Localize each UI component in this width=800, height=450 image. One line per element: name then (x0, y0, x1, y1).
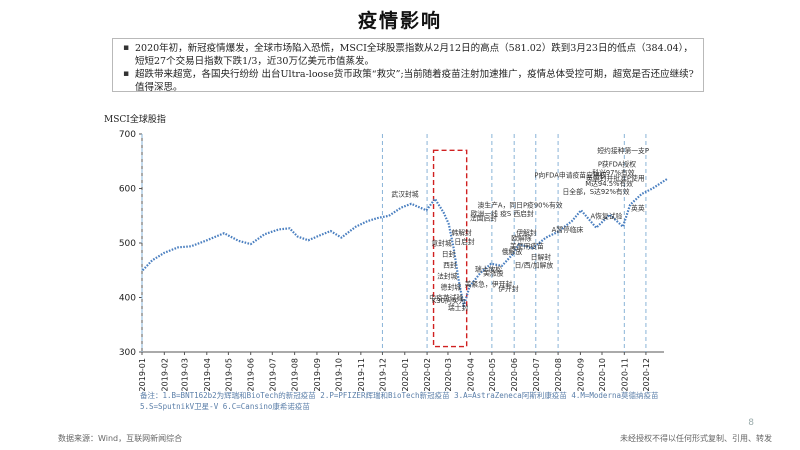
x-tick-label: 2020-10 (598, 358, 607, 391)
y-tick-label: 700 (119, 130, 136, 140)
event-annotation: 武汉封城 (391, 190, 418, 199)
x-tick-label: 2020-03 (444, 358, 453, 391)
x-tick-label: 2020-08 (554, 358, 563, 391)
x-tick-label: 2019-02 (160, 358, 169, 391)
x-tick-label: 2020-02 (423, 358, 432, 391)
x-tick-label: 2020-11 (620, 358, 629, 391)
x-tick-label: 2019-09 (313, 358, 322, 391)
event-annotation: 美使用疫苗 (510, 241, 544, 250)
x-tick-label: 2019-04 (203, 358, 212, 391)
summary-box: 2020年初，新冠疫情爆发，全球市场陷入恐慌，MSCI全球股票指数从2月12日的… (112, 38, 704, 94)
event-annotation: 澳生产A，同日P疫90%有效 (478, 201, 563, 210)
event-annotation: 日启封 (454, 237, 475, 246)
chart-note-line-2: 5.S=SputnikV卫星-V 6.C=Cansino康希诺疫苗 (140, 402, 310, 411)
event-annotation: 伊开封 (498, 284, 519, 293)
page-title: 疫情影响 (357, 10, 442, 32)
x-tick-label: 2020-01 (401, 358, 410, 391)
x-tick-label: 2019-08 (291, 358, 300, 391)
x-tick-label: 2019-06 (247, 358, 256, 391)
y-tick-label: 300 (119, 348, 136, 358)
event-annotation: 日/西/加解放 (515, 261, 554, 270)
event-annotation: 瑞士封 (448, 303, 469, 312)
event-annotation: P获FDA授权 (598, 160, 636, 169)
summary-bullet-2: 超跌带来超宽，各国央行纷纷 出台Ultra-loose货币政策“救灾”;当前随着… (123, 68, 697, 94)
event-annotation: 德封城 (441, 282, 462, 291)
event-annotation: 科兴97%有效 (592, 168, 634, 177)
event-annotation: 中疫苗试验 (429, 293, 463, 302)
crash-period-highlight-box (432, 149, 468, 348)
y-tick-label: 400 (119, 294, 136, 304)
event-annotation: P向FDA申请疫苗应用权 (534, 171, 606, 180)
x-tick-label: 2019-07 (268, 358, 277, 391)
event-annotation: 英解封并批准P使用 (586, 173, 645, 182)
copyright-notice: 未经授权不得以任何形式复制、引用、转发 (620, 434, 772, 443)
chart-ylabel: MSCI全球股指 (104, 115, 166, 125)
event-annotation: 法国启封 (470, 214, 497, 223)
x-tick-label: 2020-09 (576, 358, 585, 391)
y-tick-label: 600 (119, 185, 136, 195)
event-annotation: 瑞士放松 (475, 264, 502, 273)
msci-series-line (141, 177, 669, 308)
event-annotation: 欧洲一线 疫S 西启封 (471, 209, 534, 218)
chart-notes: 备注：1.B=BNT162b2为辉瑞和BioTech的新冠疫苗 2.P=PFIZ… (140, 390, 740, 412)
event-annotation: 英英 (631, 203, 645, 212)
x-tick-label: 2020-07 (532, 358, 541, 391)
event-annotation: 法封城 (437, 271, 458, 280)
page-number: 8 (748, 418, 754, 428)
x-tick-label: 2019-10 (335, 358, 344, 391)
event-annotation: 韩解封 (451, 228, 472, 237)
event-annotation: 西封 (443, 261, 457, 270)
event-annotation: M达94.5%有效 (585, 179, 633, 188)
event-annotation: 伊解封 (516, 228, 537, 237)
event-annotation: 意封城 (431, 239, 452, 248)
x-tick-label: 2019-05 (224, 358, 233, 391)
x-tick-label: 2020-05 (488, 358, 497, 391)
event-annotation: 短约接种第一支P (597, 146, 649, 155)
x-tick-label: 2020-06 (510, 358, 519, 391)
event-annotation: 美涨股 (483, 269, 504, 278)
x-tick-label: 2019-12 (378, 358, 387, 391)
event-annotation: 欧解除 (511, 233, 532, 242)
event-annotation: A暂停临床 (552, 225, 584, 234)
summary-bullet-1: 2020年初，新冠疫情爆发，全球市场陷入恐慌，MSCI全球股票指数从2月12日的… (123, 42, 697, 68)
event-annotation: 俄解放 (502, 247, 523, 256)
event-annotation: K30问实为 (432, 296, 466, 305)
x-tick-label: 2019-11 (357, 358, 366, 391)
event-annotation: 日全部，S达92%有效 (563, 187, 630, 196)
event-annotation: 美紧急，伊开封 (465, 280, 513, 289)
event-annotation: 日解封 (531, 252, 552, 261)
event-annotation: 日封 (442, 250, 456, 259)
event-annotation: A恢复试验 (590, 211, 622, 220)
x-tick-label: 2019-01 (138, 358, 147, 391)
x-tick-label: 2020-04 (466, 358, 475, 391)
x-tick-label: 2019-03 (180, 358, 189, 391)
chart-note-line-1: 备注：1.B=BNT162b2为辉瑞和BioTech的新冠疫苗 2.P=PFIZ… (140, 391, 659, 400)
x-tick-label: 2020-12 (642, 358, 651, 391)
y-tick-label: 500 (119, 239, 136, 249)
data-source: 数据来源：Wind，互联网新闻综合 (58, 434, 183, 443)
